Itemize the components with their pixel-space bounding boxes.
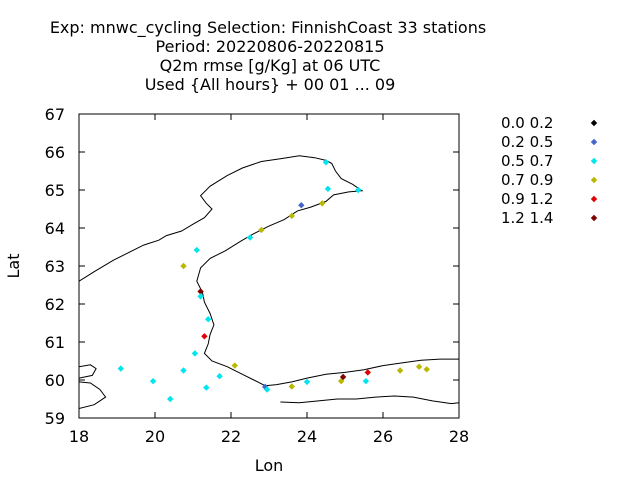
station-point — [355, 186, 362, 194]
station-point — [322, 159, 330, 166]
station-point — [288, 212, 295, 220]
station-point — [117, 365, 124, 372]
station-point — [423, 366, 430, 373]
station-point — [167, 395, 174, 403]
station-point — [216, 373, 223, 380]
coastline-2 — [79, 364, 97, 379]
legend-label: 1.2 1.4 — [501, 209, 553, 227]
station-point — [231, 362, 238, 369]
legend-marker — [590, 119, 598, 127]
x-tick-label: 20 — [145, 427, 165, 446]
x-tick-label: 18 — [69, 427, 89, 446]
station-point — [298, 202, 305, 209]
station-point — [180, 367, 187, 374]
station-point — [180, 262, 187, 270]
station-point — [288, 383, 295, 390]
coastline-0 — [79, 155, 459, 387]
x-axis-label: Lon — [255, 456, 284, 475]
title-line-3: Q2m rmse [g/Kg] at 06 UTC — [160, 56, 381, 75]
legend-label: 0.0 0.2 — [501, 114, 553, 132]
y-tick-label: 65 — [45, 181, 65, 200]
station-point — [339, 373, 347, 381]
y-tick-label: 64 — [45, 219, 65, 238]
station-point — [246, 234, 254, 241]
station-point — [263, 386, 271, 393]
station-points — [117, 159, 430, 403]
station-point — [193, 246, 200, 254]
y-tick-label: 59 — [45, 409, 65, 428]
station-point — [258, 226, 265, 234]
station-point — [415, 363, 423, 370]
station-point — [324, 185, 332, 193]
station-point — [396, 367, 404, 374]
station-point — [201, 333, 208, 340]
axis-ticks: 18 20 22 24 26 28 59 60 61 62 63 64 65 66 67 — [45, 105, 470, 446]
legend-marker — [590, 176, 598, 184]
legend-label: 0.7 0.9 — [501, 171, 553, 189]
legend-marker — [590, 195, 598, 203]
x-tick-label: 28 — [449, 427, 469, 446]
station-point — [364, 369, 371, 376]
station-point — [362, 377, 370, 385]
station-point — [203, 384, 210, 391]
y-tick-label: 60 — [45, 371, 65, 390]
legend-label: 0.9 1.2 — [501, 190, 553, 208]
coastline-3 — [280, 395, 459, 405]
station-point — [205, 316, 212, 323]
y-tick-label: 62 — [45, 295, 65, 314]
title-line-1: Exp: mnwc_cycling Selection: FinnishCoas… — [50, 18, 486, 38]
station-point — [197, 293, 204, 300]
x-tick-label: 26 — [373, 427, 393, 446]
y-tick-label: 63 — [45, 257, 65, 276]
x-tick-label: 24 — [297, 427, 317, 446]
station-point — [191, 350, 199, 357]
x-tick-label: 22 — [221, 427, 241, 446]
station-point — [149, 377, 157, 385]
station-point — [303, 378, 311, 386]
y-tick-label: 67 — [45, 105, 65, 124]
legend: 0.0 0.20.2 0.50.5 0.70.7 0.90.9 1.21.2 1… — [501, 114, 598, 227]
legend-marker — [590, 214, 598, 222]
station-point — [197, 288, 204, 295]
legend-label: 0.2 0.5 — [501, 133, 553, 151]
plot-frame — [78, 113, 460, 419]
legend-marker — [590, 157, 598, 165]
y-axis-label: Lat — [4, 254, 23, 279]
title-line-4: Used {All hours} + 00 01 ... 09 — [145, 75, 396, 94]
station-point — [319, 200, 326, 207]
y-tick-label: 66 — [45, 143, 65, 162]
title-line-2: Period: 20220806-20220815 — [155, 37, 384, 56]
y-tick-label: 61 — [45, 333, 65, 352]
legend-marker — [590, 138, 598, 146]
legend-label: 0.5 0.7 — [501, 152, 553, 170]
coastline-1 — [79, 381, 107, 409]
chart-title: Exp: mnwc_cycling Selection: FinnishCoas… — [50, 18, 486, 94]
